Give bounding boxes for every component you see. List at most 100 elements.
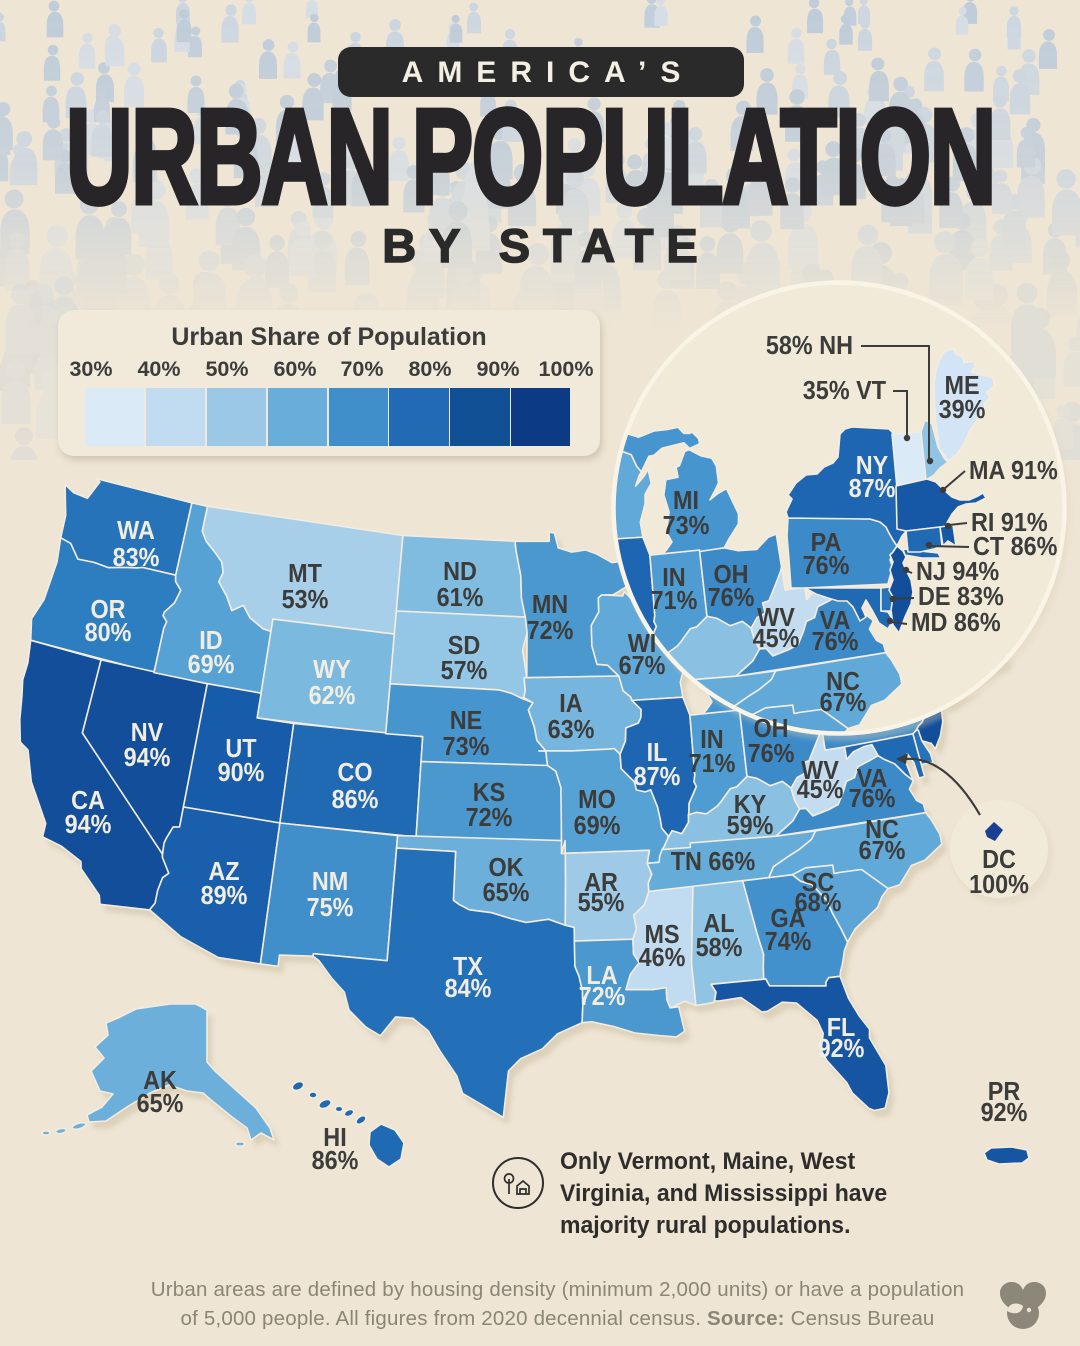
svg-text:89%: 89% <box>201 882 248 910</box>
svg-text:WV: WV <box>757 604 795 632</box>
svg-text:87%: 87% <box>849 475 896 503</box>
svg-text:OH: OH <box>753 715 788 743</box>
svg-text:86%: 86% <box>312 1147 359 1175</box>
svg-text:ND: ND <box>443 558 477 586</box>
svg-text:45%: 45% <box>797 776 844 804</box>
svg-text:NV: NV <box>131 719 164 747</box>
svg-text:83%: 83% <box>113 544 160 572</box>
svg-text:ID: ID <box>199 627 222 655</box>
svg-text:MO: MO <box>578 786 616 814</box>
svg-text:53%: 53% <box>282 586 329 614</box>
svg-text:AZ: AZ <box>208 858 239 886</box>
svg-text:65%: 65% <box>137 1090 184 1118</box>
svg-text:UT: UT <box>225 735 256 763</box>
svg-text:73%: 73% <box>663 512 710 540</box>
svg-text:NC: NC <box>865 816 899 844</box>
svg-text:76%: 76% <box>748 740 795 768</box>
svg-text:MI: MI <box>673 487 699 515</box>
svg-text:WI: WI <box>628 630 657 658</box>
svg-text:CT 86%: CT 86% <box>973 533 1057 561</box>
svg-text:84%: 84% <box>445 975 492 1003</box>
svg-text:76%: 76% <box>812 628 859 656</box>
svg-text:MA 91%: MA 91% <box>969 457 1058 485</box>
svg-text:WA: WA <box>117 517 155 545</box>
svg-text:92%: 92% <box>981 1099 1028 1127</box>
svg-text:76%: 76% <box>708 584 755 612</box>
svg-text:WY: WY <box>313 656 351 684</box>
svg-text:69%: 69% <box>574 812 621 840</box>
svg-text:FL: FL <box>827 1014 856 1042</box>
svg-text:NM: NM <box>312 868 348 896</box>
svg-text:71%: 71% <box>651 587 698 615</box>
svg-text:45%: 45% <box>753 625 800 653</box>
svg-text:100%: 100% <box>969 871 1029 899</box>
svg-text:MN: MN <box>532 591 568 619</box>
svg-text:IN: IN <box>662 564 685 592</box>
svg-text:59%: 59% <box>727 812 774 840</box>
svg-text:LA: LA <box>586 962 617 990</box>
svg-text:57%: 57% <box>441 657 488 685</box>
svg-text:KY: KY <box>734 791 767 819</box>
svg-text:AR: AR <box>584 869 618 897</box>
svg-text:94%: 94% <box>124 744 171 772</box>
svg-text:OK: OK <box>488 854 523 882</box>
svg-text:87%: 87% <box>634 763 681 791</box>
svg-text:AL: AL <box>703 910 734 938</box>
svg-text:NJ 94%: NJ 94% <box>916 558 999 586</box>
svg-text:MS: MS <box>644 921 679 949</box>
svg-text:GA: GA <box>770 905 805 933</box>
svg-text:80%: 80% <box>85 619 132 647</box>
svg-text:86%: 86% <box>332 786 379 814</box>
svg-text:68%: 68% <box>795 889 842 917</box>
svg-text:67%: 67% <box>619 652 666 680</box>
svg-text:OR: OR <box>90 596 125 624</box>
svg-text:PR: PR <box>988 1078 1021 1106</box>
svg-text:46%: 46% <box>639 944 686 972</box>
svg-text:VA: VA <box>857 765 888 793</box>
svg-text:HI: HI <box>323 1124 346 1152</box>
svg-text:NC: NC <box>826 668 860 696</box>
svg-text:67%: 67% <box>859 837 906 865</box>
svg-text:KS: KS <box>473 779 505 807</box>
svg-text:TN 66%: TN 66% <box>671 848 755 876</box>
svg-text:IL: IL <box>647 739 668 767</box>
svg-text:92%: 92% <box>818 1035 865 1063</box>
svg-text:PA: PA <box>811 529 842 557</box>
svg-text:IA: IA <box>559 690 583 718</box>
svg-text:NE: NE <box>450 707 482 735</box>
svg-text:76%: 76% <box>849 785 896 813</box>
svg-text:62%: 62% <box>309 682 356 710</box>
svg-text:94%: 94% <box>65 811 112 839</box>
svg-text:DE 83%: DE 83% <box>918 583 1004 611</box>
svg-text:72%: 72% <box>466 804 513 832</box>
svg-text:VA: VA <box>820 607 851 635</box>
svg-text:ME: ME <box>944 372 979 400</box>
svg-text:61%: 61% <box>437 584 484 612</box>
svg-text:DC: DC <box>982 846 1016 874</box>
svg-text:CA: CA <box>71 787 105 815</box>
svg-text:65%: 65% <box>483 879 530 907</box>
svg-text:69%: 69% <box>188 651 235 679</box>
svg-text:58%: 58% <box>696 934 743 962</box>
svg-text:MD 86%: MD 86% <box>911 609 1001 637</box>
svg-text:35% VT: 35% VT <box>803 377 886 405</box>
svg-text:TX: TX <box>453 953 483 981</box>
svg-text:MT: MT <box>288 560 322 588</box>
svg-text:72%: 72% <box>579 983 626 1011</box>
svg-text:SC: SC <box>802 869 835 897</box>
svg-text:RI 91%: RI 91% <box>971 509 1048 537</box>
svg-text:76%: 76% <box>803 552 850 580</box>
svg-text:SD: SD <box>448 632 480 660</box>
svg-text:67%: 67% <box>820 689 867 717</box>
svg-text:AK: AK <box>143 1067 177 1095</box>
svg-text:IN: IN <box>700 726 723 754</box>
svg-text:75%: 75% <box>307 894 354 922</box>
svg-text:55%: 55% <box>578 889 625 917</box>
svg-text:OH: OH <box>713 561 748 589</box>
svg-text:71%: 71% <box>689 750 736 778</box>
svg-text:73%: 73% <box>443 733 490 761</box>
svg-text:NY: NY <box>856 452 889 480</box>
svg-text:58% NH: 58% NH <box>766 332 853 360</box>
svg-text:39%: 39% <box>939 396 986 424</box>
svg-text:90%: 90% <box>218 759 265 787</box>
